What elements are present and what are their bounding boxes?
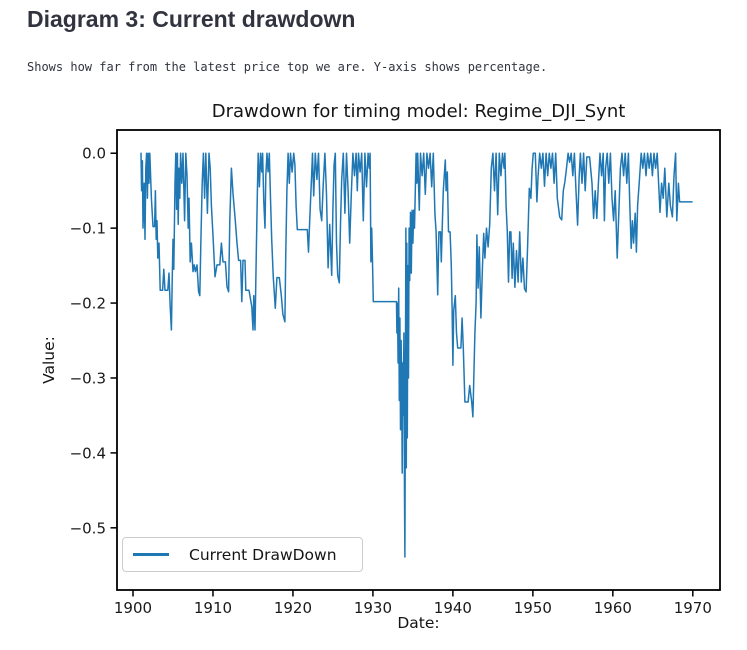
x-tick-label: 1910	[194, 599, 232, 617]
plot-spines	[116, 129, 721, 591]
drawdown-line	[140, 152, 693, 558]
x-tick-label: 1940	[434, 599, 472, 617]
legend-label: Current DrawDown	[189, 545, 337, 564]
y-tick-label: −0.1	[70, 220, 106, 238]
page-title: Diagram 3: Current drawdown	[27, 6, 356, 32]
y-tick-label: −0.3	[70, 369, 106, 387]
x-tick-label: 1900	[114, 599, 152, 617]
drawdown-figure: 1900 1910 1920 1930 1940 1950 1960 1970 0.0 −0.1 −…	[0, 95, 747, 650]
x-tick-label: 1920	[274, 599, 312, 617]
plot-area: 1900 1910 1920 1930 1940 1950 1960 1970 0.0 −0.1 −…	[70, 129, 721, 617]
x-tick-label: 1930	[354, 599, 392, 617]
x-tick-label: 1970	[674, 599, 712, 617]
page-subtitle: Shows how far from the latest price top …	[27, 60, 548, 74]
y-tick-label: −0.5	[70, 519, 106, 537]
y-tick-label: 0.0	[82, 145, 106, 163]
x-tick-label: 1950	[514, 599, 552, 617]
legend: Current DrawDown	[122, 537, 363, 572]
chart-title: Drawdown for timing model: Regime_DJI_Sy…	[211, 101, 626, 122]
y-tick-label: −0.4	[70, 444, 106, 462]
x-axis-label: Date:	[397, 614, 440, 632]
y-axis-label: Value:	[40, 336, 58, 384]
y-tick-label: −0.2	[70, 295, 106, 313]
x-tick-label: 1960	[594, 599, 632, 617]
legend-line-sample	[133, 553, 169, 556]
